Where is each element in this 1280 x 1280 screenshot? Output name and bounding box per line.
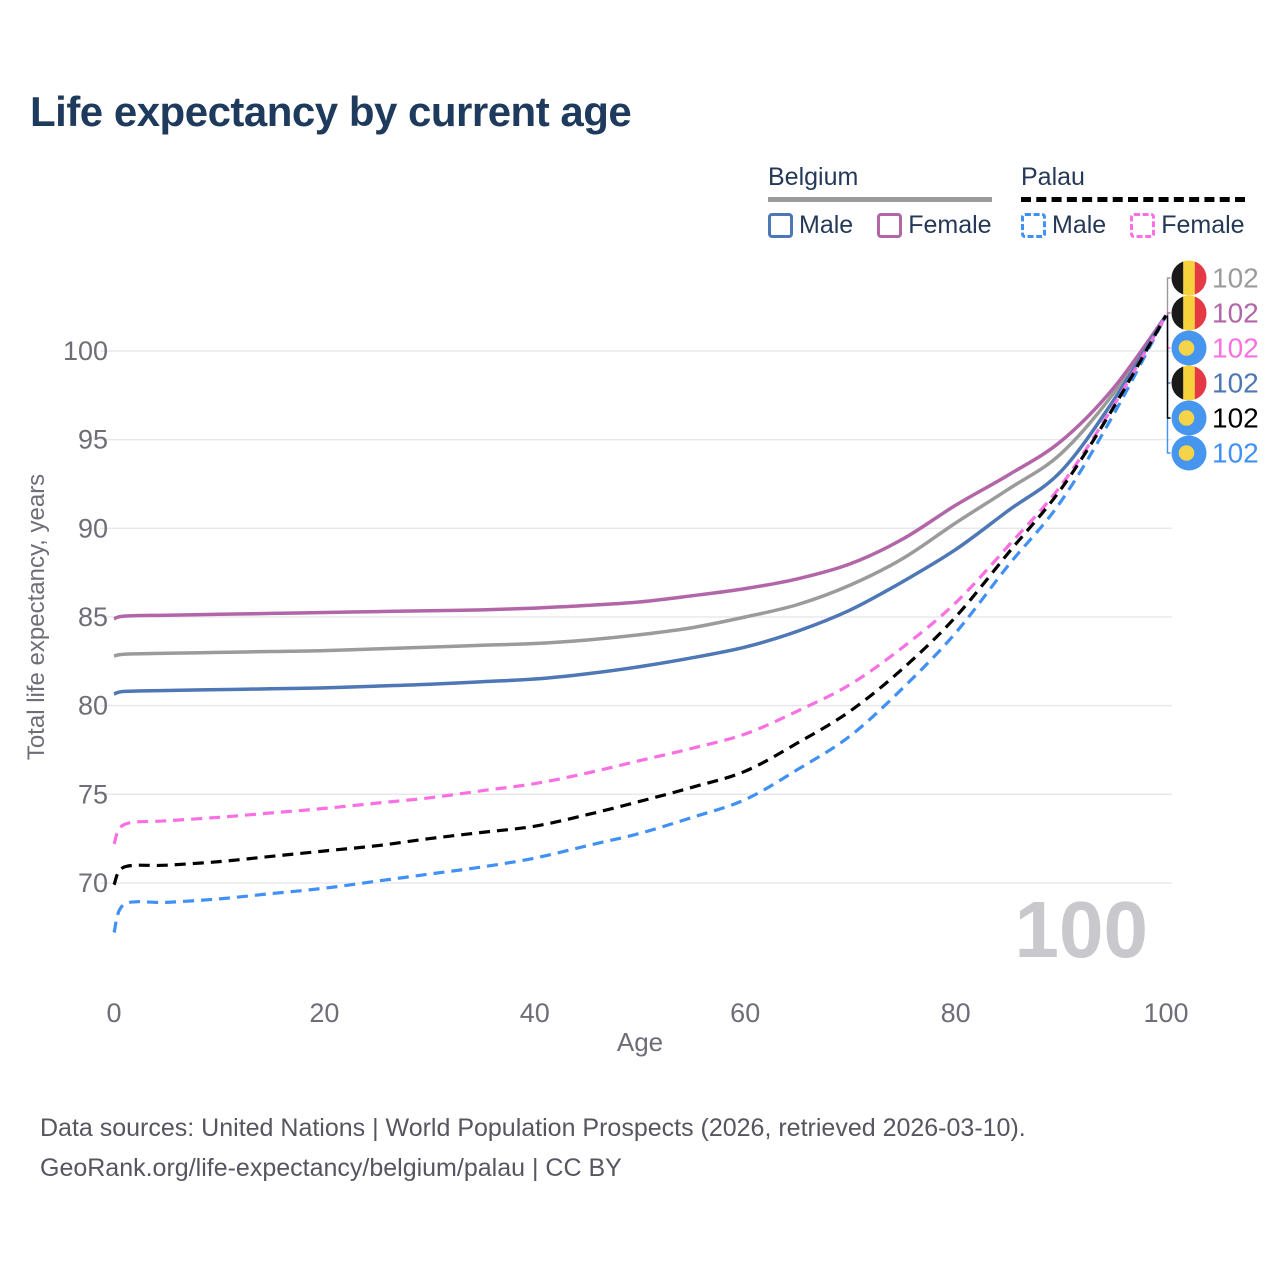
legend-item-belgium-female[interactable]: Female xyxy=(877,211,992,240)
series-line-palau_female xyxy=(112,314,1168,845)
y-tick-label-70: 70 xyxy=(78,868,108,898)
x-tick-label-20: 20 xyxy=(309,998,339,1028)
end-value-label-palau_male: 102 xyxy=(1212,438,1259,469)
palau-flag-sun-icon xyxy=(1178,340,1195,356)
belgium-male-swatch-icon xyxy=(768,213,793,238)
y-axis-title: Total life expectancy, years xyxy=(23,474,50,760)
belgium-solid-line-sample xyxy=(768,197,992,202)
legend-country-belgium[interactable]: Belgium xyxy=(768,163,859,191)
legend-item-belgium-male[interactable]: Male xyxy=(768,211,853,240)
legend-group-belgium: Belgium Male Female xyxy=(768,163,992,240)
belgium-flag-icon xyxy=(1171,295,1207,331)
life-expectancy-line-chart: 70 75 80 85 90 95 100 0 20 40 60 80 100 Age Total life… xyxy=(23,260,1259,1057)
page-title: Life expectancy by current age xyxy=(30,88,632,135)
attribution-text: GeoRank.org/life-expectancy/belgium/pala… xyxy=(40,1154,622,1182)
end-value-label-belgium_female: 102 xyxy=(1212,298,1259,329)
x-tick-label-40: 40 xyxy=(520,998,550,1028)
data-sources-text: Data sources: United Nations | World Pop… xyxy=(40,1114,1026,1142)
y-tick-label-95: 95 xyxy=(78,425,108,455)
x-tick-label-80: 80 xyxy=(941,998,971,1028)
y-tick-label-85: 85 xyxy=(78,602,108,632)
x-axis-title: Age xyxy=(617,1027,663,1057)
watermark-100: 100 xyxy=(1015,885,1148,974)
palau-flag-sun-icon xyxy=(1178,445,1195,461)
footer: Data sources: United Nations | World Pop… xyxy=(40,1108,1026,1188)
palau-flag-sun-icon xyxy=(1178,410,1195,426)
leader-line-palau_both xyxy=(1166,315,1171,419)
series-line-palau_both xyxy=(112,314,1168,886)
palau-female-swatch-icon xyxy=(1130,213,1156,238)
series-line-belgium_female xyxy=(113,314,1168,621)
x-tick-label-60: 60 xyxy=(730,998,760,1028)
end-value-label-belgium_both: 102 xyxy=(1212,263,1259,294)
x-tick-label-0: 0 xyxy=(106,998,121,1028)
end-value-label-palau_female: 102 xyxy=(1212,333,1259,364)
series-line-belgium_both xyxy=(113,314,1168,658)
legend-label-palau-male: Male xyxy=(1052,211,1107,239)
leader-line-belgium_female xyxy=(1166,312,1171,316)
series-line-palau_male xyxy=(112,314,1168,934)
series-line-belgium_male xyxy=(113,314,1168,696)
y-tick-label-80: 80 xyxy=(78,691,108,721)
y-tick-label-100: 100 xyxy=(63,336,108,366)
leader-line-belgium_both xyxy=(1166,277,1171,316)
belgium-flag-icon xyxy=(1171,365,1207,401)
legend-item-palau-male[interactable]: Male xyxy=(1021,211,1106,240)
palau-male-swatch-icon xyxy=(1021,213,1046,238)
palau-dashed-line-sample xyxy=(1021,197,1245,202)
x-tick-label-100: 100 xyxy=(1143,998,1188,1028)
legend-label-belgium-female: Female xyxy=(908,211,992,239)
legend-label-belgium-male: Male xyxy=(799,211,854,239)
legend-country-palau[interactable]: Palau xyxy=(1021,163,1085,191)
legend-label-palau-female: Female xyxy=(1161,211,1245,239)
end-value-label-belgium_male: 102 xyxy=(1212,368,1259,399)
y-tick-label-75: 75 xyxy=(78,779,108,809)
end-value-label-palau_both: 102 xyxy=(1212,403,1259,434)
belgium-flag-icon xyxy=(1171,260,1207,296)
y-tick-label-90: 90 xyxy=(78,513,108,543)
legend-group-palau: Palau Male Female xyxy=(1021,163,1245,240)
legend-item-palau-female[interactable]: Female xyxy=(1130,211,1245,240)
belgium-female-swatch-icon xyxy=(877,213,903,238)
